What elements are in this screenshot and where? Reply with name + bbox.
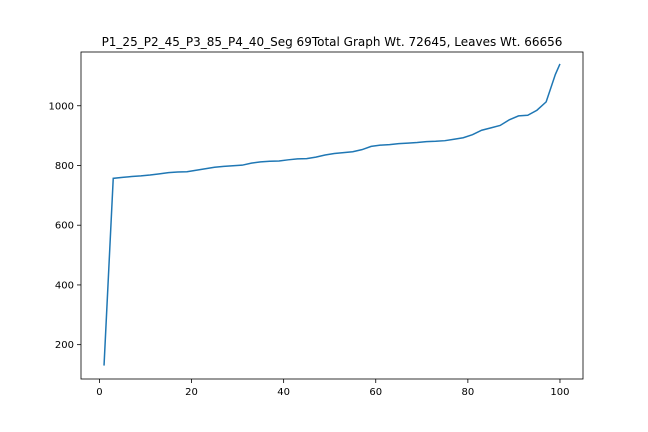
x-tick-label: 20 — [185, 387, 198, 398]
y-tick-label: 200 — [55, 340, 74, 351]
y-axis: 200 400 600 800 1000 — [49, 101, 81, 351]
y-tick-label: 400 — [55, 280, 74, 291]
plot-area — [80, 51, 584, 380]
x-tick-label: 40 — [277, 387, 290, 398]
x-tick-label: 60 — [369, 387, 382, 398]
y-tick-label: 600 — [55, 221, 74, 232]
x-axis: 0 20 40 60 80 100 — [96, 379, 570, 398]
y-tick-label: 800 — [55, 161, 74, 172]
x-tick-label: 0 — [96, 387, 102, 398]
series-line — [103, 63, 561, 366]
x-tick-label: 80 — [461, 387, 474, 398]
x-tick-label: 100 — [550, 387, 569, 398]
chart-title: P1_25_P2_45_P3_85_P4_40_Seg 69Total Grap… — [102, 35, 563, 49]
y-tick-label: 1000 — [49, 101, 74, 112]
